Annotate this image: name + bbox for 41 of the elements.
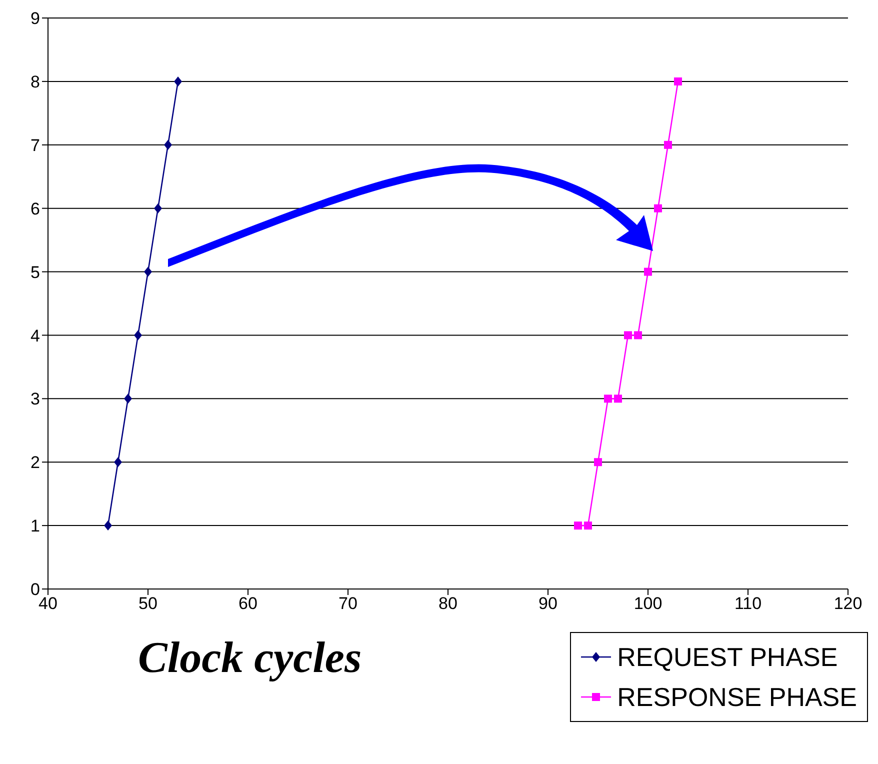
point [134,330,142,340]
y-tick-label: 5 [30,262,40,282]
point [104,520,112,531]
y-tick-label: 9 [30,9,40,28]
y-tick-label: 3 [30,390,40,409]
legend-label: REQUEST PHASE [617,642,838,672]
y-tick-label: 8 [30,72,40,92]
point [174,76,182,86]
x-tick-label: 110 [734,594,762,614]
x-tick-label: 70 [338,594,358,614]
point [114,457,122,468]
point [624,331,632,340]
x-tick-label: 90 [538,594,558,614]
y-tick-label: 1 [30,516,40,536]
x-tick-label: 50 [138,594,158,614]
point [144,266,152,277]
point [664,140,672,149]
point [604,394,612,403]
x-axis-title: Clock cycles [138,632,362,683]
point [164,140,172,150]
point [644,268,652,276]
point [634,331,642,340]
point [674,77,682,86]
x-tick-label: 80 [438,594,458,614]
point [614,394,622,403]
y-tick-label: 6 [30,199,40,218]
point [574,522,582,530]
y-tick-label: 0 [30,580,40,600]
point [124,394,132,404]
y-tick-label: 7 [30,136,40,155]
x-tick-label: 60 [238,594,258,614]
point [594,458,602,466]
point [584,522,592,530]
point [154,203,162,214]
x-tick-label: 120 [834,594,862,614]
y-tick-label: 2 [30,453,40,472]
point [654,204,662,212]
legend-label: RESPONSE PHASE [617,682,857,712]
y-tick-label: 4 [30,326,40,346]
x-tick-label: 40 [38,594,58,614]
x-tick-label: 100 [634,594,662,614]
